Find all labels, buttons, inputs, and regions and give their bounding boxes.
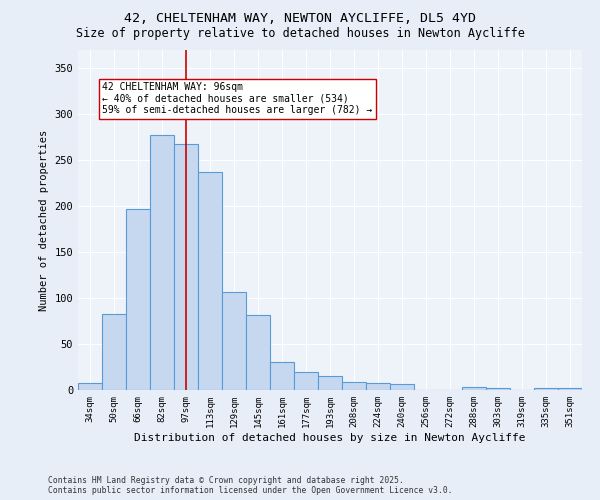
- Bar: [102, 314, 126, 390]
- Bar: [366, 382, 390, 390]
- Y-axis label: Number of detached properties: Number of detached properties: [39, 130, 49, 310]
- Bar: [246, 314, 270, 390]
- Bar: [222, 292, 246, 390]
- Bar: [270, 362, 294, 390]
- Text: 42, CHELTENHAM WAY, NEWTON AYCLIFFE, DL5 4YD: 42, CHELTENHAM WAY, NEWTON AYCLIFFE, DL5…: [124, 12, 476, 26]
- Bar: [342, 382, 366, 390]
- Bar: [126, 209, 150, 390]
- X-axis label: Distribution of detached houses by size in Newton Aycliffe: Distribution of detached houses by size …: [134, 432, 526, 442]
- Bar: [318, 376, 342, 390]
- Bar: [198, 172, 222, 390]
- Bar: [294, 372, 318, 390]
- Bar: [174, 144, 198, 390]
- Text: 42 CHELTENHAM WAY: 96sqm
← 40% of detached houses are smaller (534)
59% of semi-: 42 CHELTENHAM WAY: 96sqm ← 40% of detach…: [102, 82, 372, 116]
- Bar: [78, 382, 102, 390]
- Text: Contains HM Land Registry data © Crown copyright and database right 2025.
Contai: Contains HM Land Registry data © Crown c…: [48, 476, 452, 495]
- Bar: [558, 388, 582, 390]
- Bar: [486, 388, 510, 390]
- Bar: [534, 388, 558, 390]
- Bar: [390, 384, 414, 390]
- Bar: [150, 134, 174, 390]
- Text: Size of property relative to detached houses in Newton Aycliffe: Size of property relative to detached ho…: [76, 28, 524, 40]
- Bar: [462, 387, 486, 390]
